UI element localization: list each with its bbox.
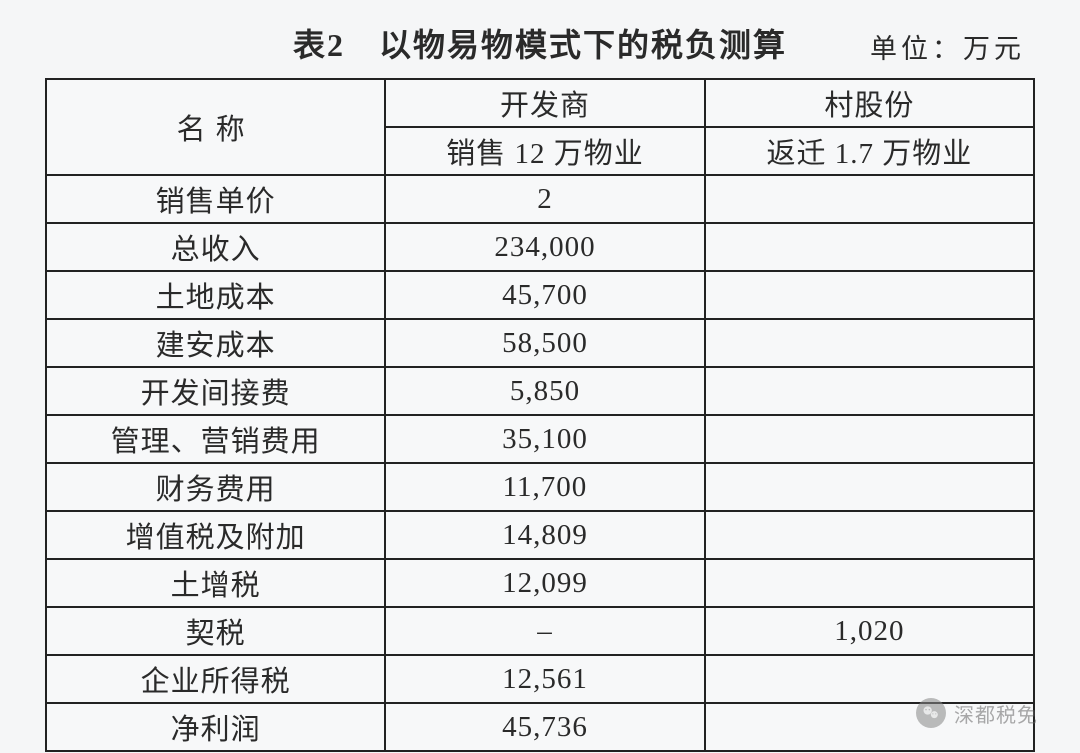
table-row: 财务费用 11,700 <box>46 463 1034 511</box>
row-dev: 58,500 <box>385 319 704 367</box>
row-village <box>705 223 1034 271</box>
row-village <box>705 367 1034 415</box>
row-label: 契税 <box>46 607 385 655</box>
row-label: 销售单价 <box>46 175 385 223</box>
row-dev: 234,000 <box>385 223 704 271</box>
header-name: 名称 <box>46 79 385 175</box>
header-village-top: 村股份 <box>705 79 1034 127</box>
row-dev: 11,700 <box>385 463 704 511</box>
row-village <box>705 559 1034 607</box>
unit-label: 单位：万元 <box>870 27 1025 66</box>
header-village-sub: 返迁 1.7 万物业 <box>705 127 1034 175</box>
row-dev: 12,099 <box>385 559 704 607</box>
header-developer-top: 开发商 <box>385 79 704 127</box>
header-row-1: 名称 开发商 村股份 <box>46 79 1034 127</box>
row-label: 财务费用 <box>46 463 385 511</box>
row-village <box>705 271 1034 319</box>
row-label: 土增税 <box>46 559 385 607</box>
row-village <box>705 175 1034 223</box>
row-dev: 12,561 <box>385 655 704 703</box>
table-row: 建安成本 58,500 <box>46 319 1034 367</box>
row-label: 增值税及附加 <box>46 511 385 559</box>
row-village: 1,020 <box>705 607 1034 655</box>
row-label: 净利润 <box>46 703 385 751</box>
title-row: 表2 以物易物模式下的税负测算 单位：万元 <box>45 20 1035 66</box>
row-dev: 5,850 <box>385 367 704 415</box>
wechat-icon <box>916 698 946 728</box>
table-row: 管理、营销费用 35,100 <box>46 415 1034 463</box>
table-title: 表2 以物易物模式下的税负测算 <box>293 20 787 66</box>
row-dev: 2 <box>385 175 704 223</box>
tax-table: 名称 开发商 村股份 销售 12 万物业 返迁 1.7 万物业 销售单价 2 总… <box>45 78 1035 752</box>
table-row: 增值税及附加 14,809 <box>46 511 1034 559</box>
row-dev: 14,809 <box>385 511 704 559</box>
table-row: 土地成本 45,700 <box>46 271 1034 319</box>
row-village <box>705 463 1034 511</box>
row-label: 总收入 <box>46 223 385 271</box>
header-developer-sub: 销售 12 万物业 <box>385 127 704 175</box>
row-label: 企业所得税 <box>46 655 385 703</box>
row-label: 开发间接费 <box>46 367 385 415</box>
table-row: 净利润 45,736 <box>46 703 1034 751</box>
row-dev: 45,736 <box>385 703 704 751</box>
table-row: 企业所得税 12,561 <box>46 655 1034 703</box>
table-row: 契税 – 1,020 <box>46 607 1034 655</box>
table-row: 销售单价 2 <box>46 175 1034 223</box>
watermark: 深都税免 <box>916 698 1038 728</box>
row-village <box>705 655 1034 703</box>
row-dev: 35,100 <box>385 415 704 463</box>
row-village <box>705 511 1034 559</box>
row-dev: – <box>385 607 704 655</box>
row-dev: 45,700 <box>385 271 704 319</box>
table-row: 开发间接费 5,850 <box>46 367 1034 415</box>
table-row: 总收入 234,000 <box>46 223 1034 271</box>
row-label: 管理、营销费用 <box>46 415 385 463</box>
row-village <box>705 319 1034 367</box>
row-label: 土地成本 <box>46 271 385 319</box>
row-label: 建安成本 <box>46 319 385 367</box>
watermark-text: 深都税免 <box>954 699 1038 728</box>
row-village <box>705 415 1034 463</box>
table-row: 土增税 12,099 <box>46 559 1034 607</box>
